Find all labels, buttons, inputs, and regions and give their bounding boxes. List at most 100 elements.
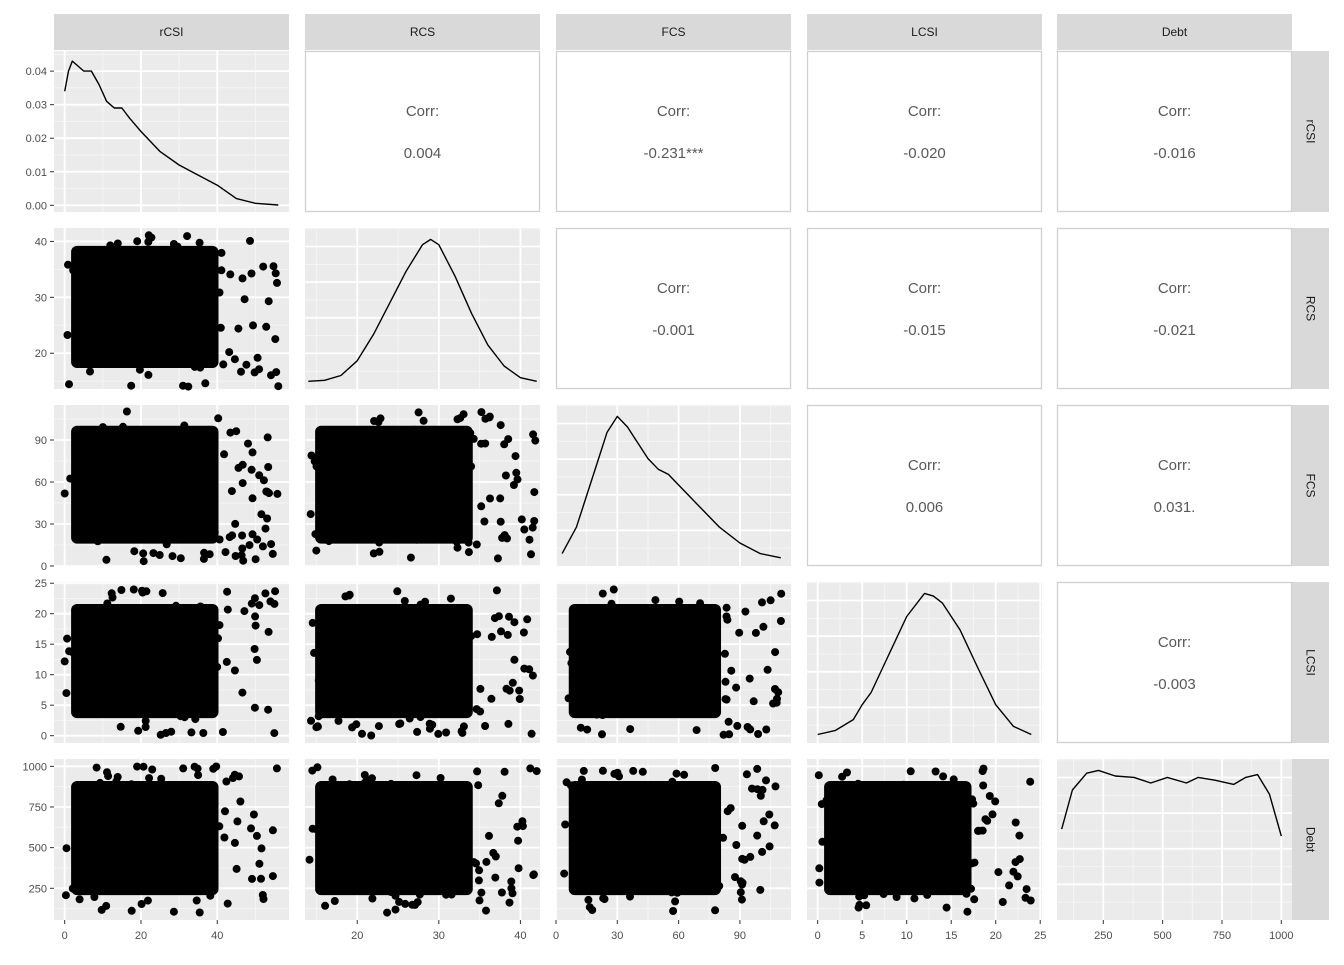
scatter-point: [352, 662, 361, 671]
scatter-point: [181, 618, 190, 627]
scatter-point: [380, 487, 389, 496]
scatter-point: [510, 655, 519, 664]
scatter-point: [517, 515, 526, 524]
scatter-point: [310, 457, 319, 466]
scatter-point: [131, 803, 140, 812]
scatter-point: [98, 486, 107, 495]
scatter-point: [157, 774, 166, 783]
scatter-point: [727, 666, 736, 675]
scatter-point: [500, 767, 509, 776]
scatter-point: [175, 815, 184, 823]
scatter-point: [249, 810, 258, 819]
x-tick-label: 40: [514, 930, 526, 942]
scatter-point: [464, 441, 473, 450]
scatter-point: [680, 770, 689, 779]
scatter-point: [79, 867, 88, 876]
scatter-point: [474, 781, 483, 790]
scatter-point: [686, 885, 695, 894]
scatter-point: [151, 665, 160, 674]
scatter-point: [970, 895, 979, 904]
scatter-point: [122, 494, 130, 503]
scatter-point: [168, 552, 177, 561]
y-tick-label: 0.04: [26, 66, 47, 78]
scatter-point: [236, 797, 245, 806]
scatter-point: [724, 717, 733, 726]
scatter-point: [493, 554, 502, 563]
scatter-point: [92, 299, 101, 308]
scatter-point: [188, 493, 196, 502]
scatter-point: [103, 837, 112, 846]
scatter-point: [497, 888, 506, 897]
scatter-point: [436, 706, 445, 715]
scatter-point: [158, 269, 167, 278]
scatter-point: [66, 474, 75, 483]
scatter-point: [693, 656, 702, 665]
scatter-point: [472, 859, 480, 868]
scatter-point: [92, 763, 101, 772]
scatter-point: [168, 874, 177, 883]
scatter-point: [889, 818, 898, 827]
scatter-point: [338, 813, 347, 822]
scatter-point: [429, 528, 438, 537]
scatter-point: [402, 873, 411, 882]
scatter-point: [515, 695, 524, 703]
panel-debt-vs-rcs: [305, 759, 541, 920]
scatter-point: [414, 467, 423, 476]
scatter-point: [665, 655, 674, 664]
scatter-point: [513, 822, 522, 831]
scatter-point: [937, 825, 946, 834]
scatter-point: [206, 511, 215, 520]
scatter-point: [112, 777, 121, 786]
scatter-point: [259, 476, 268, 485]
correlation-label: Corr:: [908, 280, 941, 297]
strip-background: [1292, 582, 1329, 743]
scatter-point: [766, 596, 775, 605]
scatter-point: [355, 835, 364, 844]
scatter-point: [175, 344, 184, 352]
x-axis-debt: 250 500 750 1000: [1094, 920, 1294, 942]
scatter-point: [654, 870, 663, 879]
scatter-point: [255, 601, 264, 610]
scatter-point: [469, 434, 478, 443]
scatter-point: [169, 907, 178, 916]
scatter-point: [252, 831, 261, 840]
scatter-point: [393, 587, 402, 596]
scatter-point: [102, 626, 111, 635]
row-strip-fcs: FCS: [1292, 405, 1329, 566]
scatter-point: [179, 764, 188, 773]
panel-lcsi-vs-rcs: [305, 582, 540, 743]
scatter-point: [394, 453, 403, 462]
scatter-point: [448, 840, 457, 849]
scatter-point: [141, 723, 150, 731]
scatter-point: [590, 848, 599, 857]
density-curve-lcsi: [817, 592, 1032, 736]
scatter-point: [763, 665, 772, 674]
scatter-point: [732, 841, 741, 849]
scatter-point: [240, 607, 249, 616]
scatter-point: [598, 589, 607, 598]
scatter-point: [215, 288, 224, 297]
scatter-point: [192, 287, 201, 296]
row-strip-debt: Debt: [1292, 759, 1329, 920]
scatter-point: [988, 810, 997, 819]
scatter-point: [464, 538, 473, 547]
scatter-point: [737, 895, 746, 904]
scatter-point: [525, 535, 534, 544]
scatter-point: [272, 368, 281, 377]
scatter-point: [270, 729, 279, 738]
scatter-point: [178, 437, 187, 446]
scatter-point: [61, 891, 70, 900]
correlation-panel-border: [806, 404, 1043, 567]
scatter-point: [994, 868, 1003, 877]
scatter-point: [190, 362, 199, 371]
scatter-point: [412, 771, 421, 780]
scatter-point: [104, 772, 113, 781]
scatter-point: [135, 365, 144, 374]
scatter-point: [97, 905, 106, 914]
scatter-point: [81, 246, 90, 254]
scatter-point: [419, 864, 428, 873]
scatter-point: [634, 697, 643, 705]
scatter-point: [387, 804, 396, 813]
scatter-point: [230, 666, 239, 675]
